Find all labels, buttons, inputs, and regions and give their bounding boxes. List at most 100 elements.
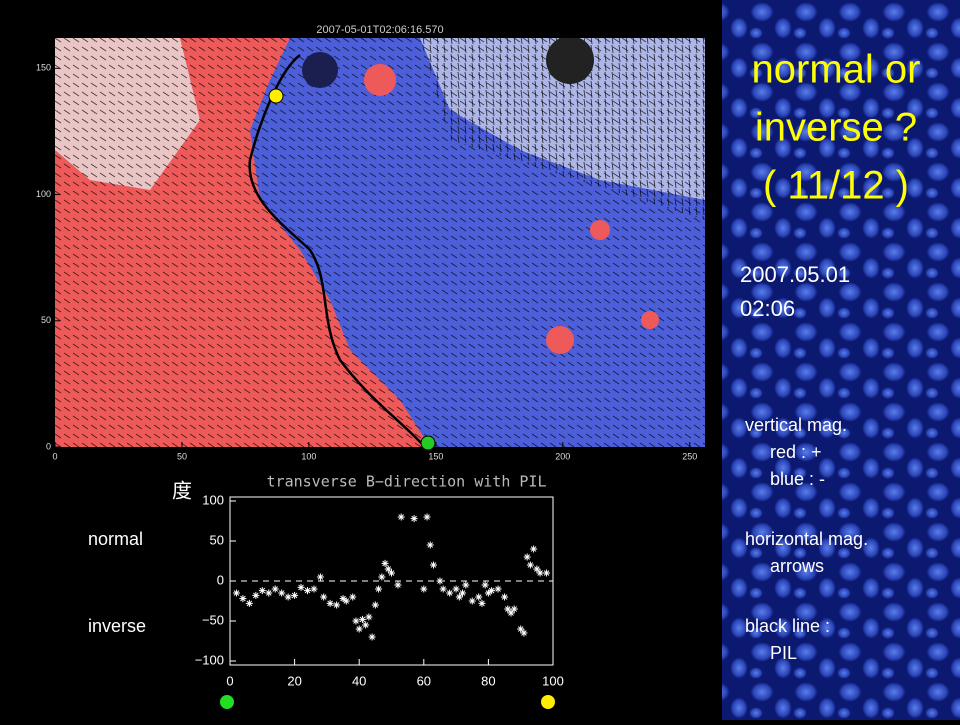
y-tick-label: 0 xyxy=(217,572,224,587)
granulation-background xyxy=(722,0,960,720)
point xyxy=(310,585,318,593)
point xyxy=(291,591,299,599)
point xyxy=(494,585,502,593)
point xyxy=(371,601,379,609)
point xyxy=(339,595,347,603)
slide-title: normal or inverse ? ( 11/12 ) xyxy=(752,48,921,208)
point xyxy=(526,561,534,569)
start-marker xyxy=(420,435,436,451)
point xyxy=(278,589,286,597)
y-tick-label: −100 xyxy=(195,652,224,667)
y-tick-label: 100 xyxy=(202,492,224,507)
point xyxy=(258,587,266,595)
point xyxy=(455,593,463,601)
point xyxy=(358,615,366,623)
point xyxy=(252,591,260,599)
point xyxy=(388,569,395,577)
x-tick-label: 150 xyxy=(428,451,443,461)
point xyxy=(239,595,247,603)
point xyxy=(426,541,434,549)
x-tick-label: 60 xyxy=(417,673,431,688)
point xyxy=(342,597,350,605)
point xyxy=(320,593,328,601)
point xyxy=(446,589,454,597)
x-tick-label: 250 xyxy=(682,451,697,461)
point xyxy=(304,587,312,595)
side-label: normal xyxy=(88,529,143,549)
y-tick-label: 50 xyxy=(41,315,51,325)
point xyxy=(397,513,405,521)
point xyxy=(501,593,509,601)
point xyxy=(517,625,525,633)
point xyxy=(507,609,515,617)
point xyxy=(271,585,279,593)
x-tick-label: 100 xyxy=(301,451,316,461)
point xyxy=(410,515,418,523)
x-tick-label: 100 xyxy=(542,673,564,688)
note: PIL xyxy=(770,643,797,663)
x-tick-label: 0 xyxy=(52,451,57,461)
note: vertical mag. xyxy=(745,415,847,435)
note: arrows xyxy=(770,556,824,576)
x-tick-label: 0 xyxy=(226,673,233,688)
point xyxy=(326,599,334,607)
point xyxy=(468,597,476,605)
note: blue : - xyxy=(770,469,825,489)
point xyxy=(333,601,341,609)
magnetogram xyxy=(55,38,705,447)
title-line: inverse ? xyxy=(755,106,917,150)
point xyxy=(462,581,470,589)
x-tick-label: 50 xyxy=(177,451,187,461)
point xyxy=(368,633,376,641)
end-marker xyxy=(268,88,284,104)
date: 2007.05.01 xyxy=(740,262,850,287)
point xyxy=(381,559,389,567)
title-line: normal or xyxy=(752,48,921,92)
x-tick-label: 20 xyxy=(287,673,301,688)
point xyxy=(232,589,240,597)
end-marker xyxy=(541,695,555,709)
note: red : + xyxy=(770,442,822,462)
y-tick-label: 100 xyxy=(36,189,51,199)
point xyxy=(378,573,386,581)
point xyxy=(362,621,370,629)
point xyxy=(533,565,541,573)
time: 02:06 xyxy=(740,296,795,321)
point xyxy=(316,573,324,581)
point xyxy=(349,593,357,601)
start-marker xyxy=(220,695,234,709)
point xyxy=(459,589,467,597)
point xyxy=(484,589,492,597)
point xyxy=(504,605,512,613)
note: horizontal mag. xyxy=(745,529,868,549)
x-tick-label: 200 xyxy=(555,451,570,461)
chart-title: transverse B−direction with PIL xyxy=(267,473,547,491)
point xyxy=(297,583,305,591)
point xyxy=(375,585,383,593)
point xyxy=(436,577,444,585)
y-tick-label: 0 xyxy=(46,441,51,451)
y-tick-label: 150 xyxy=(36,63,51,73)
point xyxy=(520,629,528,637)
point xyxy=(536,569,544,577)
point xyxy=(420,585,428,593)
point xyxy=(423,513,431,521)
y-tick-label: 50 xyxy=(210,532,224,547)
x-tick-label: 80 xyxy=(481,673,495,688)
point xyxy=(352,617,360,625)
point xyxy=(265,589,273,597)
point xyxy=(530,545,538,553)
point xyxy=(481,581,489,589)
point xyxy=(488,587,496,595)
point xyxy=(439,585,447,593)
point xyxy=(452,585,460,593)
point xyxy=(523,553,531,561)
note: black line : xyxy=(745,616,830,636)
image-title: 2007-05-01T02:06:16.570 xyxy=(316,24,443,36)
y-axis-label: 度 xyxy=(172,479,192,502)
point xyxy=(475,593,483,601)
point xyxy=(284,593,292,601)
title-line: ( 11/12 ) xyxy=(763,164,909,208)
point xyxy=(394,581,402,589)
